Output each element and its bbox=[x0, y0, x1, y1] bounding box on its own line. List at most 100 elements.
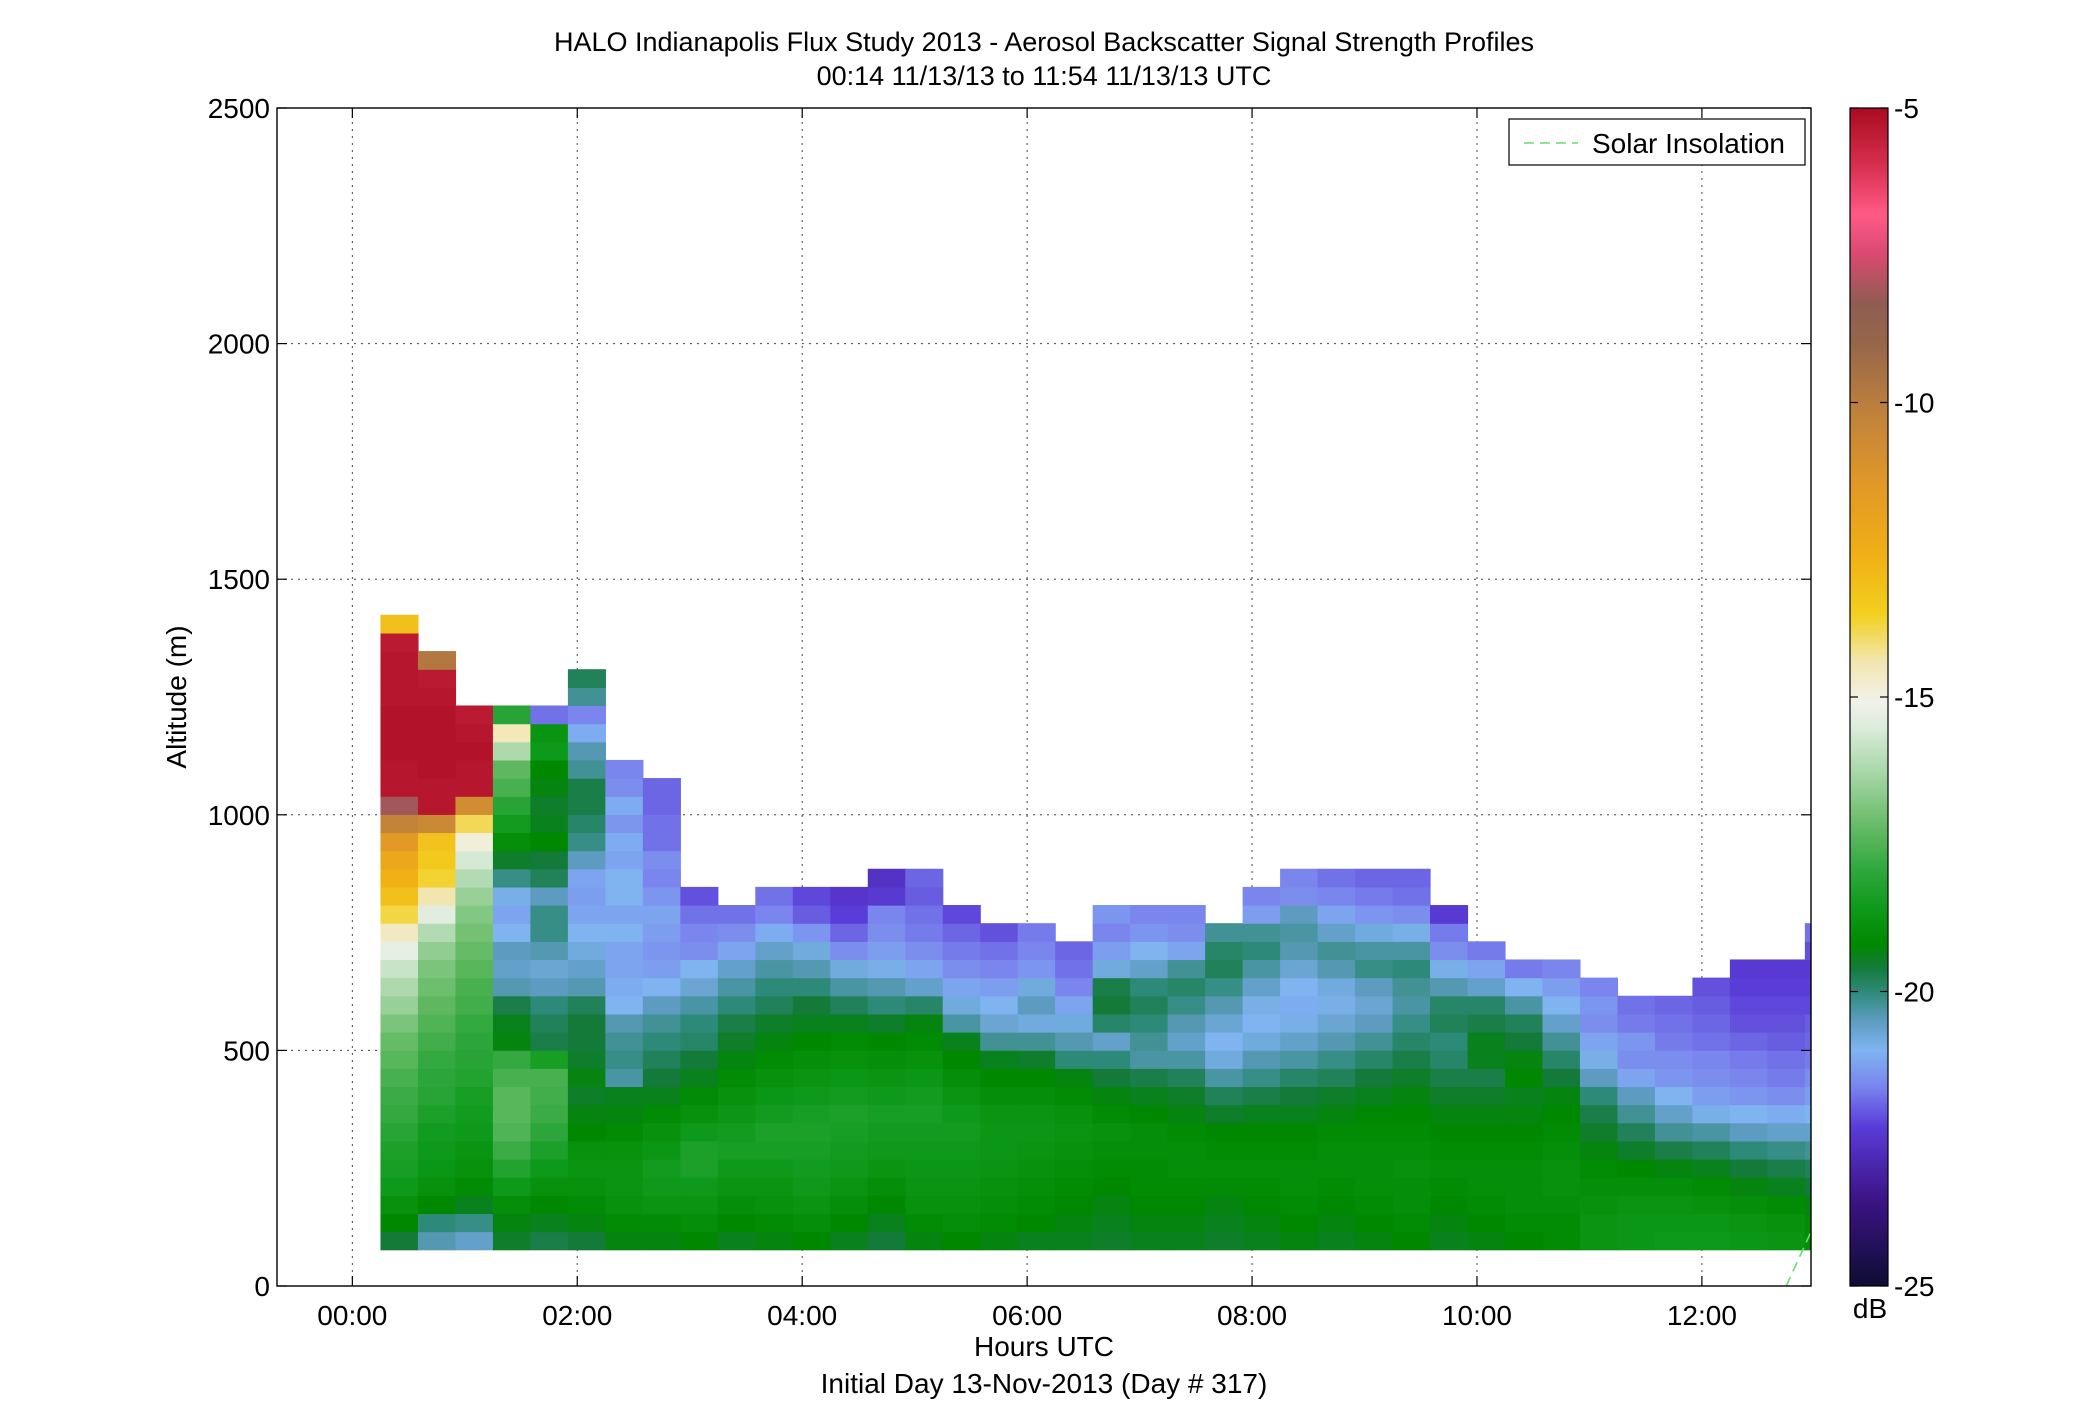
heatmap-cell bbox=[1167, 995, 1206, 1015]
heatmap-cell bbox=[680, 886, 719, 906]
heatmap-cell bbox=[492, 1231, 531, 1251]
heatmap-cell bbox=[980, 1140, 1019, 1160]
heatmap-cell bbox=[567, 995, 606, 1015]
heatmap-cell bbox=[1167, 1231, 1206, 1251]
heatmap-cell bbox=[605, 1122, 644, 1142]
heatmap-cell bbox=[1542, 1195, 1581, 1215]
heatmap-cell bbox=[1355, 977, 1394, 997]
heatmap-cell bbox=[417, 1104, 457, 1124]
heatmap-cell bbox=[530, 850, 569, 870]
heatmap-cell bbox=[455, 705, 494, 725]
heatmap-cell bbox=[1317, 868, 1356, 888]
heatmap-cell bbox=[605, 1159, 644, 1178]
heatmap-cell bbox=[755, 923, 794, 942]
heatmap-cell bbox=[1467, 1195, 1506, 1215]
heatmap-cell bbox=[1729, 1068, 1768, 1088]
heatmap-cell bbox=[605, 850, 644, 870]
heatmap-cell bbox=[1055, 1231, 1094, 1251]
heatmap-cell bbox=[605, 796, 644, 815]
heatmap-cell bbox=[1504, 995, 1544, 1015]
heatmap-cell bbox=[567, 723, 606, 743]
heatmap-cell bbox=[417, 1032, 457, 1051]
heatmap-cell bbox=[905, 1050, 944, 1069]
heatmap-cell bbox=[980, 923, 1019, 942]
heatmap-cell bbox=[1055, 977, 1094, 997]
heatmap-cell bbox=[942, 1013, 981, 1033]
heatmap-cell bbox=[1355, 1104, 1394, 1124]
heatmap-cell bbox=[530, 1159, 569, 1178]
legend-box bbox=[1508, 118, 1806, 166]
heatmap-cell bbox=[1467, 1177, 1506, 1196]
heatmap-cell bbox=[1804, 1195, 1811, 1215]
heatmap-cell bbox=[1017, 1050, 1056, 1069]
heatmap-cell bbox=[1205, 923, 1244, 942]
heatmap-cell bbox=[1654, 1122, 1693, 1142]
heatmap-cell bbox=[492, 905, 531, 924]
heatmap-cell bbox=[1467, 1086, 1506, 1106]
heatmap-cell bbox=[1654, 1050, 1693, 1069]
heatmap-cell bbox=[1467, 995, 1506, 1015]
heatmap-cell bbox=[1392, 1177, 1431, 1196]
heatmap-cell bbox=[1055, 995, 1094, 1015]
heatmap-cell bbox=[717, 1050, 756, 1069]
heatmap-cell bbox=[1804, 1231, 1811, 1251]
heatmap-cell bbox=[1280, 1122, 1319, 1142]
heatmap-cell bbox=[455, 1177, 494, 1196]
colorbar-tick-label: -25 bbox=[1894, 1271, 1934, 1302]
heatmap-cell bbox=[492, 741, 531, 761]
heatmap-cell bbox=[1430, 1104, 1469, 1124]
heatmap-cell bbox=[1130, 995, 1169, 1015]
heatmap-cell bbox=[1504, 1013, 1544, 1033]
heatmap-cell bbox=[1654, 1032, 1693, 1051]
heatmap-cell bbox=[605, 759, 644, 779]
heatmap-cell bbox=[1167, 923, 1206, 942]
heatmap-cell bbox=[792, 1104, 831, 1124]
heatmap-cell bbox=[567, 1104, 606, 1124]
heatmap-cell bbox=[380, 1231, 419, 1251]
heatmap-cell bbox=[867, 995, 906, 1015]
heatmap-cell bbox=[492, 1122, 531, 1142]
heatmap-cell bbox=[380, 1140, 419, 1160]
heatmap-cell bbox=[642, 868, 681, 888]
heatmap-cell bbox=[1130, 1104, 1169, 1124]
heatmap-cell bbox=[1392, 1195, 1431, 1215]
heatmap-cell bbox=[1729, 977, 1768, 997]
heatmap-cell bbox=[492, 1086, 531, 1106]
heatmap-cell bbox=[905, 905, 944, 924]
heatmap-cell bbox=[530, 796, 569, 815]
heatmap-cell bbox=[717, 1177, 756, 1196]
heatmap-cell bbox=[1542, 1159, 1581, 1178]
heatmap-cell bbox=[830, 1050, 869, 1069]
heatmap-cell bbox=[1280, 1213, 1319, 1233]
heatmap-cell bbox=[567, 1195, 606, 1215]
heatmap-cell bbox=[1542, 1050, 1581, 1069]
heatmap-cell bbox=[417, 941, 457, 961]
heatmap-cell bbox=[530, 1050, 569, 1069]
heatmap-cell bbox=[1654, 1086, 1693, 1106]
chart-title: HALO Indianapolis Flux Study 2013 - Aero… bbox=[554, 27, 1534, 57]
heatmap-cell bbox=[380, 705, 419, 725]
heatmap-cell bbox=[455, 1231, 494, 1251]
heatmap-cell bbox=[1280, 1140, 1319, 1160]
y-axis-label: Altitude (m) bbox=[161, 625, 192, 768]
heatmap-cell bbox=[417, 687, 457, 707]
heatmap-cell bbox=[1167, 1086, 1206, 1106]
heatmap-cell bbox=[642, 814, 681, 834]
heatmap-cell bbox=[1130, 941, 1169, 961]
heatmap-cell bbox=[1317, 1159, 1356, 1178]
heatmap-cell bbox=[417, 1231, 457, 1251]
heatmap-cell bbox=[417, 923, 457, 942]
heatmap-cell bbox=[1767, 1159, 1806, 1178]
heatmap-cell bbox=[1804, 1086, 1811, 1106]
heatmap-cell bbox=[1055, 1159, 1094, 1178]
heatmap-cell bbox=[492, 1140, 531, 1160]
heatmap-cell bbox=[680, 1140, 719, 1160]
heatmap-cell bbox=[980, 1159, 1019, 1178]
heatmap-cell bbox=[605, 778, 644, 797]
heatmap-cell bbox=[417, 759, 457, 779]
heatmap-cell bbox=[1055, 1122, 1094, 1142]
heatmap-cell bbox=[867, 959, 906, 979]
heatmap-cell bbox=[530, 1213, 569, 1233]
heatmap-cell bbox=[717, 941, 756, 961]
heatmap-cell bbox=[380, 1213, 419, 1233]
